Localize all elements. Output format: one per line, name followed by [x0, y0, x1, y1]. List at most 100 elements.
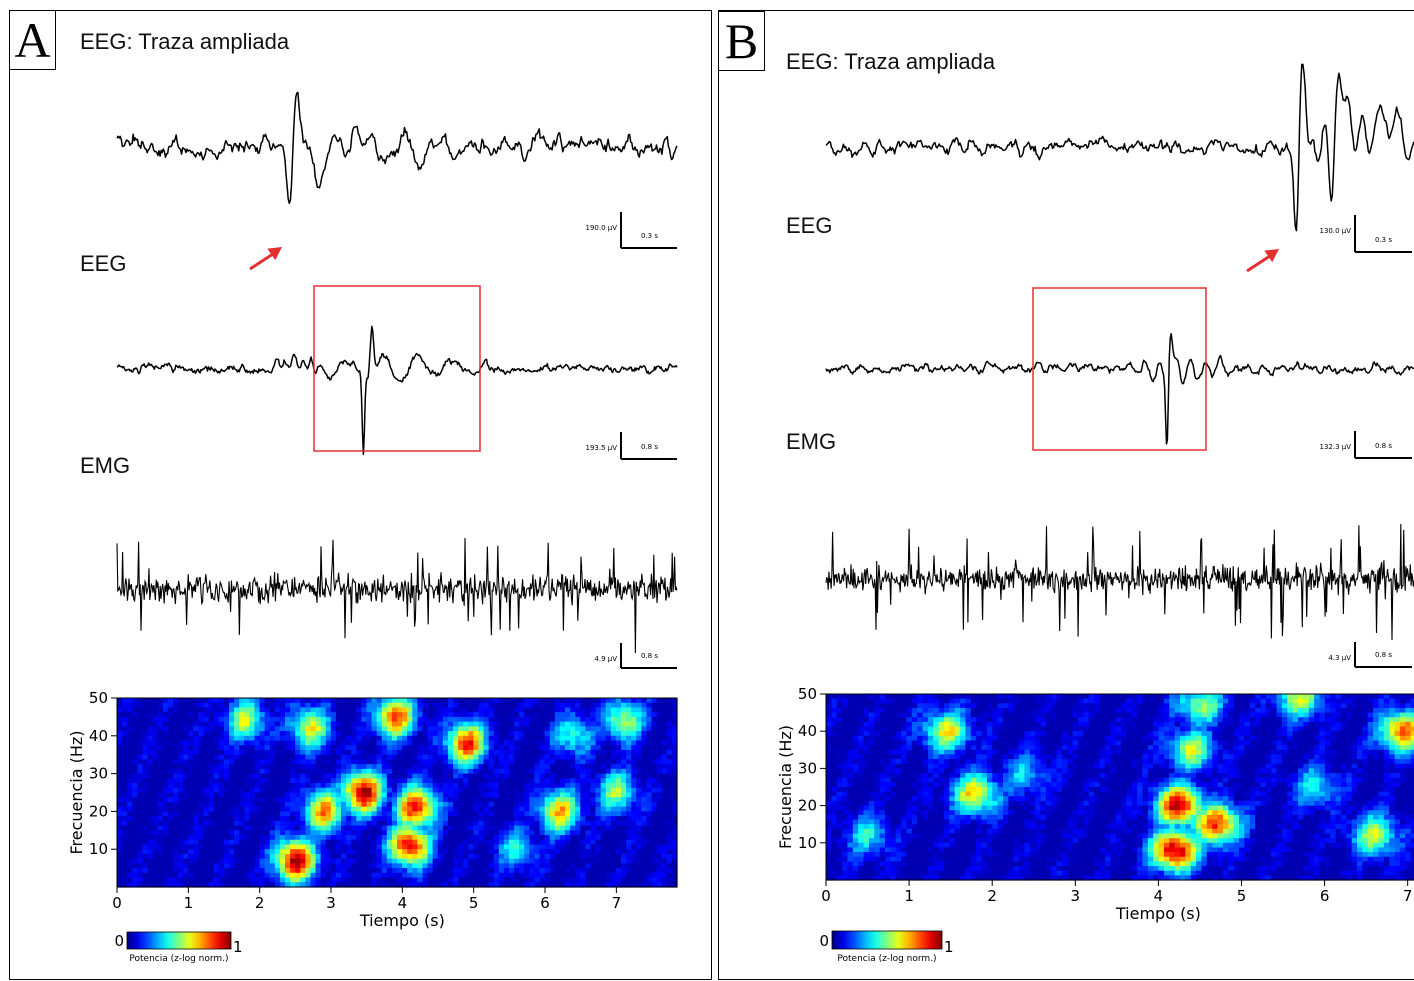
spectrogram-cell — [550, 821, 556, 826]
spectrogram-cell — [1137, 713, 1143, 718]
spectrogram-cell — [1110, 694, 1116, 699]
spectrogram-cell — [565, 755, 571, 760]
spectrogram-cell — [565, 741, 571, 746]
spectrogram-cell — [366, 830, 372, 835]
spectrogram-cell — [504, 807, 510, 812]
spectrogram-cell — [392, 722, 398, 727]
spectrogram-cell — [117, 868, 123, 873]
spectrogram-cell — [412, 863, 418, 868]
spectrogram-cell — [417, 750, 423, 755]
spectrogram-cell — [590, 764, 596, 769]
spectrogram-cell — [377, 774, 383, 779]
spectrogram-cell — [570, 764, 576, 769]
spectrogram-cell — [326, 712, 332, 717]
spectrogram-cell — [606, 802, 612, 807]
spectrogram-cell — [137, 849, 143, 854]
spectrogram-cell — [657, 759, 663, 764]
spectrogram-cell — [361, 840, 367, 845]
spectrogram-cell — [540, 854, 546, 859]
spectrogram-cell — [265, 868, 271, 873]
spectrogram-cell — [295, 868, 301, 873]
spectrogram-cell — [484, 726, 490, 731]
spectrogram-cell — [514, 764, 520, 769]
spectrogram-cell — [489, 722, 495, 727]
spectrogram-cell — [188, 755, 194, 760]
spectrogram-cell — [448, 859, 454, 864]
spectrogram-cell — [590, 759, 596, 764]
spectrogram-cell — [585, 849, 591, 854]
spectrogram-cell — [422, 844, 428, 849]
spectrogram-cell — [596, 816, 602, 821]
spectrogram-cell — [565, 722, 571, 727]
spectrogram-cell — [596, 703, 602, 708]
spectrogram-cell — [468, 731, 474, 736]
spectrogram-cell — [1051, 708, 1057, 713]
spectrogram-cell — [1014, 708, 1020, 713]
spectrogram-cell — [555, 793, 561, 798]
spectrogram-cell — [244, 731, 250, 736]
spectrogram-cell — [519, 778, 525, 783]
spectrogram-cell — [285, 840, 291, 845]
spectrogram-cell — [1003, 703, 1009, 708]
spectrogram-cell — [351, 707, 357, 712]
spectrogram-cell — [489, 769, 495, 774]
spectrogram-cell — [407, 863, 413, 868]
spectrogram-cell — [392, 811, 398, 816]
spectrogram-cell — [853, 708, 859, 713]
spectrogram-cell — [234, 797, 240, 802]
spectrogram-cell — [254, 826, 260, 831]
spectrogram-cell — [122, 703, 128, 708]
spectrogram-cell — [127, 745, 133, 750]
spectrogram-cell — [1384, 694, 1390, 699]
spectrogram-cell — [117, 859, 123, 864]
spectrogram-cell — [153, 726, 159, 731]
spectrogram-cell — [280, 731, 286, 736]
spectrogram-cell — [417, 703, 423, 708]
spectrogram-cell — [214, 769, 220, 774]
spectrogram-cell — [540, 793, 546, 798]
spectrogram-cell — [1062, 703, 1068, 708]
spectrogram-cell — [641, 731, 647, 736]
spectrogram-cell — [188, 759, 194, 764]
spectrogram-cell — [590, 698, 596, 703]
spectrogram-cell — [504, 835, 510, 840]
spectrogram-cell — [1250, 703, 1256, 708]
spectrogram-cell — [275, 849, 281, 854]
spectrogram-cell — [173, 835, 179, 840]
spectrogram-cell — [585, 741, 591, 746]
spectrogram-cell — [392, 849, 398, 854]
spectrogram-cell — [341, 835, 347, 840]
spectrogram-cell — [173, 707, 179, 712]
spectrogram-cell — [163, 722, 169, 727]
spectrogram-cell — [249, 783, 255, 788]
spectrogram-cell — [198, 759, 204, 764]
spectrogram-cell — [137, 788, 143, 793]
spectrogram-cell — [1051, 703, 1057, 708]
spectrogram-cell — [652, 854, 658, 859]
spectrogram-cell — [652, 873, 658, 878]
spectrogram-cell — [153, 712, 159, 717]
spectrogram-cell — [646, 769, 652, 774]
spectrogram-cell — [448, 811, 454, 816]
spectrogram-cell — [606, 826, 612, 831]
spectrogram-cell — [336, 755, 342, 760]
spectrogram-cell — [652, 722, 658, 727]
spectrogram-cell — [402, 797, 408, 802]
spectrogram-cell — [178, 736, 184, 741]
spectrogram-cell — [224, 863, 230, 868]
spectrogram-cell — [1260, 708, 1266, 713]
spectrogram-cell — [402, 783, 408, 788]
spectrogram-cell — [626, 778, 632, 783]
spectrogram-cell — [606, 797, 612, 802]
spectrogram-cell — [417, 788, 423, 793]
spectrogram-cell — [438, 816, 444, 821]
spectrogram-cell — [407, 717, 413, 722]
spectrogram-cell — [331, 811, 337, 816]
spectrogram-cell — [183, 844, 189, 849]
spectrogram-cell — [402, 802, 408, 807]
spectrogram-cell — [575, 750, 581, 755]
spectrogram-cell — [478, 736, 484, 741]
spectrogram-cell — [127, 736, 133, 741]
spectrogram-cell — [260, 703, 266, 708]
spectrogram-cell — [407, 783, 413, 788]
